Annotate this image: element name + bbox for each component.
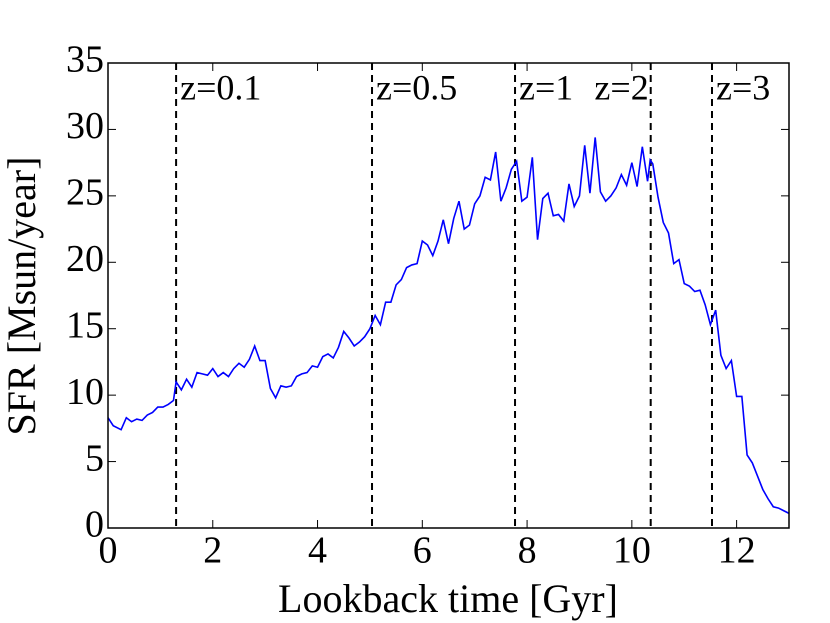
x-tick-label: 0 bbox=[99, 530, 118, 572]
x-tick-label: 4 bbox=[308, 530, 327, 572]
y-tick-label: 5 bbox=[85, 437, 104, 479]
annotation: z=1 bbox=[519, 67, 573, 107]
y-tick-label: 35 bbox=[66, 39, 104, 81]
annotation: z=0.5 bbox=[376, 67, 457, 107]
y-tick-label: 10 bbox=[66, 371, 104, 413]
annotation: z=0.1 bbox=[180, 67, 261, 107]
x-tick-label: 2 bbox=[203, 530, 222, 572]
annotation: z=2 bbox=[594, 67, 648, 107]
y-tick-label: 20 bbox=[66, 238, 104, 280]
x-tick-label: 12 bbox=[718, 530, 756, 572]
x-tick-label: 8 bbox=[518, 530, 537, 572]
annotation: z=3 bbox=[716, 67, 770, 107]
plot-frame bbox=[107, 62, 790, 529]
y-tick-label: 0 bbox=[85, 504, 104, 546]
x-axis-label: Lookback time [Gyr] bbox=[278, 576, 618, 621]
data-line bbox=[107, 137, 790, 515]
y-tick-label: 25 bbox=[66, 172, 104, 214]
x-tick-label: 6 bbox=[413, 530, 432, 572]
y-tick-label: 15 bbox=[66, 304, 104, 346]
x-tick-label: 10 bbox=[613, 530, 651, 572]
y-tick-label: 30 bbox=[66, 105, 104, 147]
y-axis-label: SFR [Msun/year] bbox=[0, 157, 44, 436]
